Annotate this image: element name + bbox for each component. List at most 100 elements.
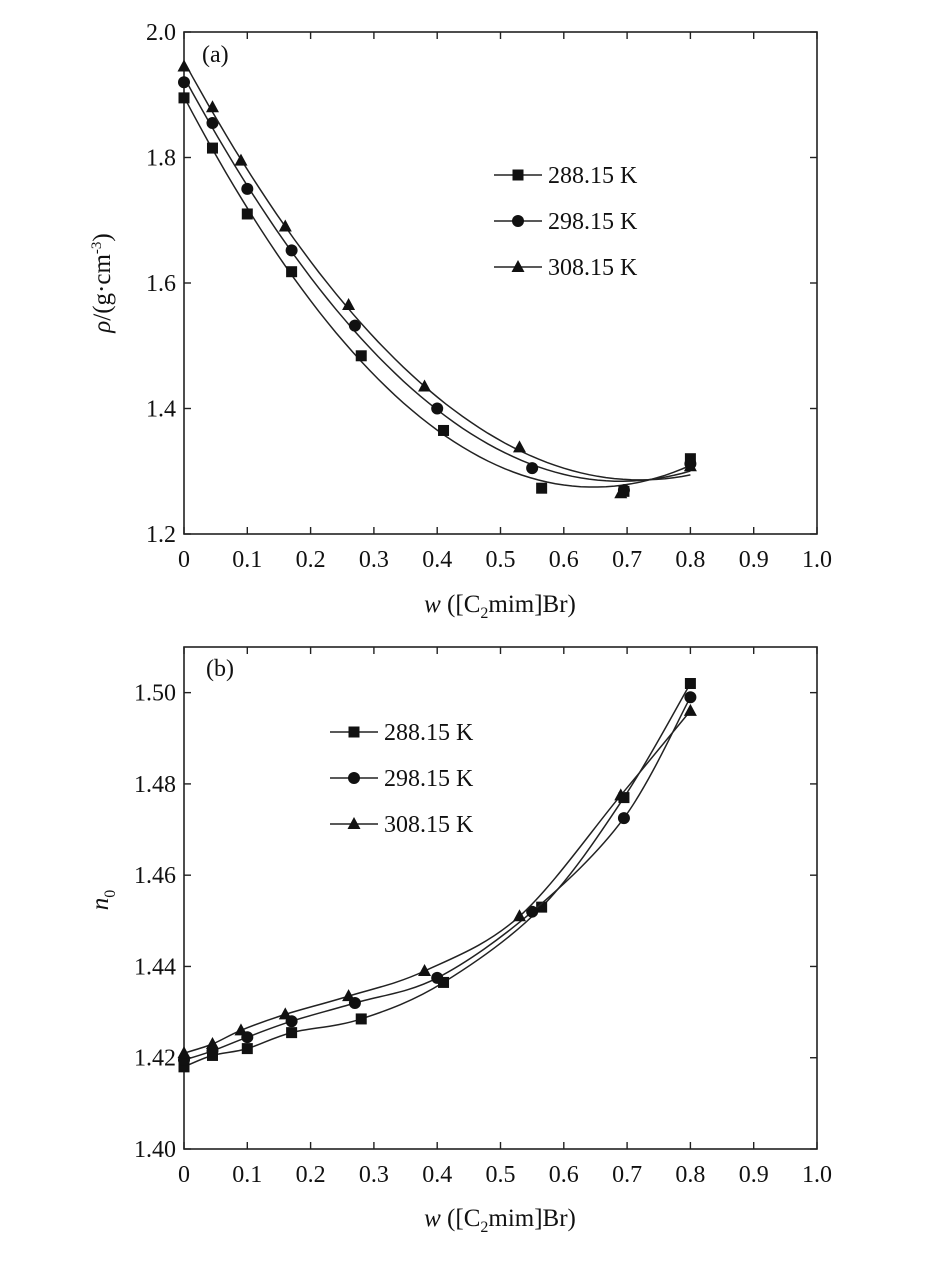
x-axis-label: w ([C2mim]Br) xyxy=(424,1205,576,1236)
plot-frame xyxy=(183,31,818,535)
axis-ticks: 0 0.1 0.2 0.3 0.4 0.5 0.6 0.7 0.8 0.9 1.0 1.40 1.42 1… xyxy=(134,647,832,1188)
y-tick-label: 1.2 xyxy=(146,522,176,548)
data-point xyxy=(278,219,292,232)
data-point xyxy=(234,153,248,166)
data-point xyxy=(348,319,361,332)
data-point xyxy=(205,100,219,113)
data-point xyxy=(418,964,432,977)
x-axis-label: w ([C2mim]Br) xyxy=(424,591,576,622)
fit-line xyxy=(183,61,691,481)
legend-entry: 308.15 K xyxy=(494,255,638,281)
legend-marker xyxy=(348,726,360,738)
data-point xyxy=(285,244,298,257)
legend-entry: 288.15 K xyxy=(330,720,474,746)
legend: 288.15 K 298.15 K 308.15 K xyxy=(330,720,474,838)
data-point xyxy=(536,901,548,913)
x-tick-label: 0.4 xyxy=(422,1162,452,1188)
y-tick-label: 1.4 xyxy=(146,397,176,423)
series-triangle xyxy=(177,59,697,499)
series-circle xyxy=(178,76,697,497)
data-point xyxy=(512,909,526,922)
data-point xyxy=(178,1061,190,1073)
data-point xyxy=(512,440,526,453)
legend-marker xyxy=(512,215,524,227)
y-tick-label: 1.48 xyxy=(134,772,176,798)
x-tick-label: 0.4 xyxy=(422,547,452,573)
data-point xyxy=(205,1037,219,1050)
data-point xyxy=(286,266,298,278)
panel-label: (a) xyxy=(202,42,229,68)
x-tick-label: 0.8 xyxy=(675,547,705,573)
series-layer xyxy=(177,678,697,1073)
x-tick-label: 0.1 xyxy=(232,547,262,573)
legend-marker xyxy=(347,817,361,829)
data-point xyxy=(438,976,450,988)
panel-b-refractive-index: 0 0.1 0.2 0.3 0.4 0.5 0.6 0.7 0.8 0.9 1.0 1.40 1.42 1… xyxy=(87,646,832,1236)
series-layer xyxy=(177,59,697,499)
data-point xyxy=(178,76,190,89)
legend-label: 298.15 K xyxy=(384,766,474,792)
data-point xyxy=(278,1007,292,1020)
x-tick-label: 0 xyxy=(178,1162,190,1188)
data-point xyxy=(614,788,628,801)
y-tick-label: 1.42 xyxy=(134,1046,176,1072)
legend-entry: 298.15 K xyxy=(330,766,474,792)
series-square xyxy=(178,92,696,497)
data-point xyxy=(355,350,367,362)
x-tick-label: 0.6 xyxy=(549,1162,579,1188)
data-point xyxy=(241,1043,253,1055)
data-point xyxy=(241,208,253,220)
data-point xyxy=(684,691,697,704)
data-point xyxy=(526,905,539,918)
x-tick-label: 0.9 xyxy=(739,547,769,573)
data-point xyxy=(177,59,191,72)
series-triangle xyxy=(177,703,697,1059)
x-tick-label: 1.0 xyxy=(802,1162,832,1188)
y-axis-label: n0 xyxy=(87,890,119,911)
fit-line xyxy=(183,696,692,1061)
data-point xyxy=(614,486,628,499)
x-tick-label: 0.2 xyxy=(296,1162,326,1188)
legend-label: 288.15 K xyxy=(384,720,474,746)
x-tick-label: 0.6 xyxy=(549,547,579,573)
y-tick-label: 2.0 xyxy=(146,20,176,46)
data-point xyxy=(342,989,356,1002)
data-point xyxy=(617,812,630,825)
y-axis-label: ρ/(g·cm-3) xyxy=(89,233,116,333)
data-point xyxy=(431,402,444,415)
data-point xyxy=(241,182,254,195)
x-tick-label: 1.0 xyxy=(802,547,832,573)
y-tick-label: 1.44 xyxy=(134,954,176,980)
x-tick-label: 0.1 xyxy=(232,1162,262,1188)
y-tick-label: 1.40 xyxy=(134,1137,176,1163)
legend-entry: 308.15 K xyxy=(330,812,474,838)
x-tick-label: 0.3 xyxy=(359,547,389,573)
x-tick-label: 0.3 xyxy=(359,1162,389,1188)
legend-entry: 288.15 K xyxy=(494,163,638,189)
x-tick-label: 0 xyxy=(178,547,190,573)
legend-label: 288.15 K xyxy=(548,163,638,189)
data-point xyxy=(206,116,219,129)
fit-line xyxy=(183,96,691,488)
x-tick-label: 0.7 xyxy=(612,547,642,573)
legend-marker xyxy=(512,169,524,181)
data-point xyxy=(684,678,696,690)
data-point xyxy=(177,1046,191,1059)
legend-entry: 298.15 K xyxy=(494,209,638,235)
legend-marker xyxy=(511,260,525,272)
data-point xyxy=(355,1013,367,1025)
plot-frame xyxy=(183,646,818,1150)
data-point xyxy=(683,459,697,472)
legend-label: 308.15 K xyxy=(548,255,638,281)
x-tick-label: 0.5 xyxy=(486,1162,516,1188)
data-point xyxy=(683,703,697,716)
y-tick-label: 1.8 xyxy=(146,146,176,172)
data-point xyxy=(206,142,218,154)
x-tick-label: 0.2 xyxy=(296,547,326,573)
axis-ticks: 0 0.1 0.2 0.3 0.4 0.5 0.6 0.7 0.8 0.9 1.0 1.2 1.4 1.6… xyxy=(146,20,832,573)
legend: 288.15 K 298.15 K 308.15 K xyxy=(494,163,638,281)
x-tick-label: 0.8 xyxy=(675,1162,705,1188)
y-tick-label: 1.50 xyxy=(134,681,176,707)
data-point xyxy=(286,1027,298,1039)
